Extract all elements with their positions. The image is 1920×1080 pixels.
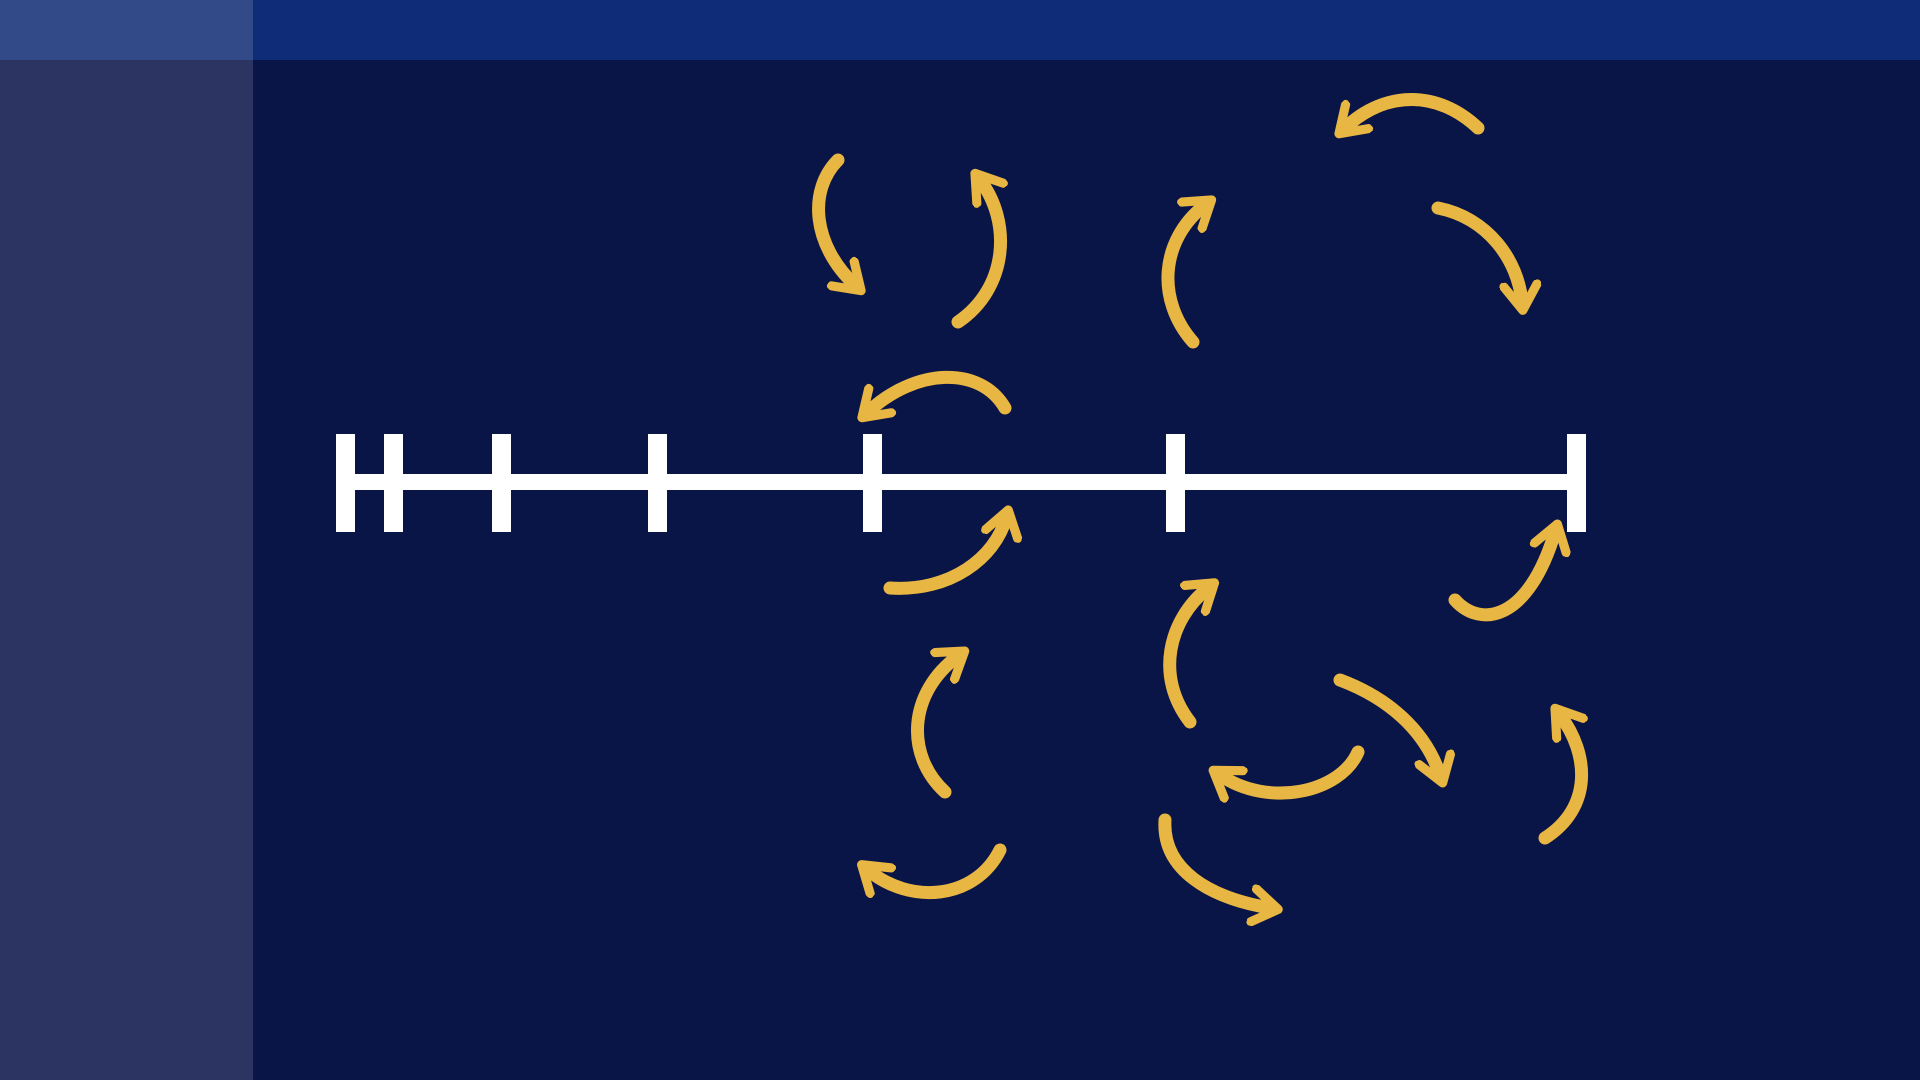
left-panel-header [0, 0, 253, 60]
top-bar [253, 0, 1920, 60]
left-panel [0, 0, 253, 1080]
slide-canvas [253, 60, 1920, 1080]
